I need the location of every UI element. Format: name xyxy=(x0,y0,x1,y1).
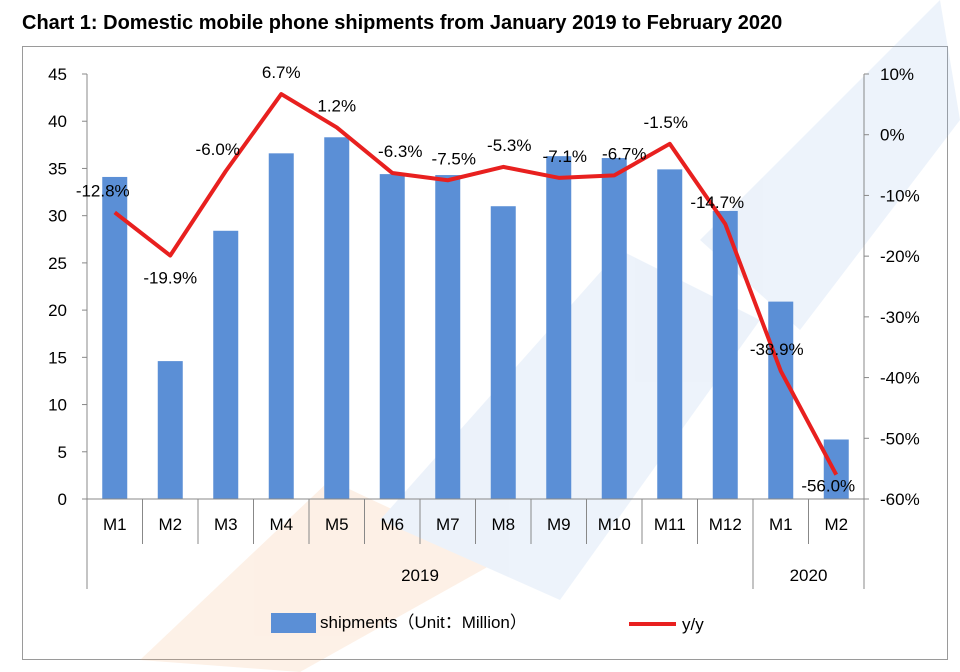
y-right-tick-label: -10% xyxy=(880,186,920,205)
y-left-tick-label: 45 xyxy=(48,65,67,84)
bar xyxy=(712,210,738,499)
legend-label-shipments: shipments（Unit：Million） xyxy=(320,613,527,632)
legend: shipments（Unit：Million） y/y xyxy=(271,613,704,634)
watermark-shape xyxy=(140,480,500,672)
yy-data-label: -7.1% xyxy=(543,147,587,166)
x-tick-label: M8 xyxy=(491,515,515,534)
x-tick-label: M2 xyxy=(158,515,182,534)
x-axis: M1 M2 M3 M4 M5 M6 M7 M8 M9 M10 M11 M12 M1 M2 2019 2020 xyxy=(86,498,865,589)
yy-data-label: -5.3% xyxy=(487,136,531,155)
bar xyxy=(657,169,683,499)
x-tick-label: M2 xyxy=(824,515,848,534)
x-tick-label: M5 xyxy=(325,515,349,534)
y-left-tick-label: 15 xyxy=(48,348,67,367)
y-right-tick-label: -50% xyxy=(880,429,920,448)
yy-data-label: 6.7% xyxy=(262,63,301,82)
yy-data-label: -12.8% xyxy=(76,181,130,200)
y-left-tick-label: 0 xyxy=(58,490,67,509)
x-tick-label: M11 xyxy=(654,515,686,534)
bar xyxy=(213,230,239,499)
bar xyxy=(379,174,405,499)
axes: 0 5 10 15 20 25 30 35 40 45 -60% -50% -40% -30% -20% -1… xyxy=(48,65,920,509)
watermark-shape xyxy=(700,0,960,330)
yy-data-label: -6.3% xyxy=(378,142,422,161)
yy-data-label: -19.9% xyxy=(143,269,197,288)
y-right-tick-label: -60% xyxy=(880,490,920,509)
bar xyxy=(768,301,794,499)
bar xyxy=(823,439,849,499)
y-right-tick-label: -20% xyxy=(880,247,920,266)
bar xyxy=(435,175,461,500)
y-left-tick-label: 20 xyxy=(48,301,67,320)
group-label: 2020 xyxy=(790,566,828,585)
legend-label-yy: y/y xyxy=(682,615,704,634)
group-label: 2019 xyxy=(401,566,439,585)
yy-data-label: -38.9% xyxy=(750,340,804,359)
x-tick-label: M9 xyxy=(547,515,571,534)
yy-data-label: -14.7% xyxy=(690,193,744,212)
y-left-tick-label: 10 xyxy=(48,396,67,415)
y-left-tick-label: 25 xyxy=(48,254,67,273)
x-tick-label: M7 xyxy=(436,515,460,534)
y-left-tick-label: 35 xyxy=(48,159,67,178)
yy-line xyxy=(113,92,839,476)
bar xyxy=(490,206,516,499)
x-tick-label: M4 xyxy=(269,515,293,534)
bar xyxy=(324,137,350,499)
yy-data-label: -7.5% xyxy=(432,149,476,168)
y-left-tick-label: 5 xyxy=(58,443,67,462)
bar xyxy=(546,156,572,499)
x-tick-label: M12 xyxy=(709,515,742,534)
chart-title: Chart 1: Domestic mobile phone shipments… xyxy=(22,12,783,34)
y-left-tick-label: 30 xyxy=(48,207,67,226)
bar xyxy=(268,153,294,500)
legend-swatch-shipments xyxy=(271,613,316,633)
bar xyxy=(157,361,183,499)
bar-series xyxy=(102,137,849,500)
yy-data-label: -6.7% xyxy=(602,144,646,163)
x-tick-label: M3 xyxy=(214,515,238,534)
line-series xyxy=(113,92,839,476)
y-right-tick-label: 0% xyxy=(880,126,905,145)
y-left-tick-label: 40 xyxy=(48,112,67,131)
yy-data-label: 1.2% xyxy=(317,96,356,115)
data-labels: -12.8% -19.9% -6.0% 6.7% 1.2% -6.3% -7.5% -5.3%… xyxy=(76,63,855,496)
y-right-tick-label: 10% xyxy=(880,65,914,84)
bar xyxy=(102,176,128,499)
chart-frame xyxy=(22,46,948,660)
x-tick-label: M10 xyxy=(598,515,631,534)
x-tick-label: M1 xyxy=(103,515,127,534)
x-tick-label: M1 xyxy=(769,515,793,534)
x-tick-label: M6 xyxy=(380,515,404,534)
yy-data-label: -6.0% xyxy=(196,140,240,159)
y-right-tick-label: -30% xyxy=(880,308,920,327)
yy-data-label: -1.5% xyxy=(644,113,688,132)
yy-data-label: -56.0% xyxy=(801,477,855,496)
y-right-tick-label: -40% xyxy=(880,369,920,388)
bar xyxy=(601,158,627,500)
